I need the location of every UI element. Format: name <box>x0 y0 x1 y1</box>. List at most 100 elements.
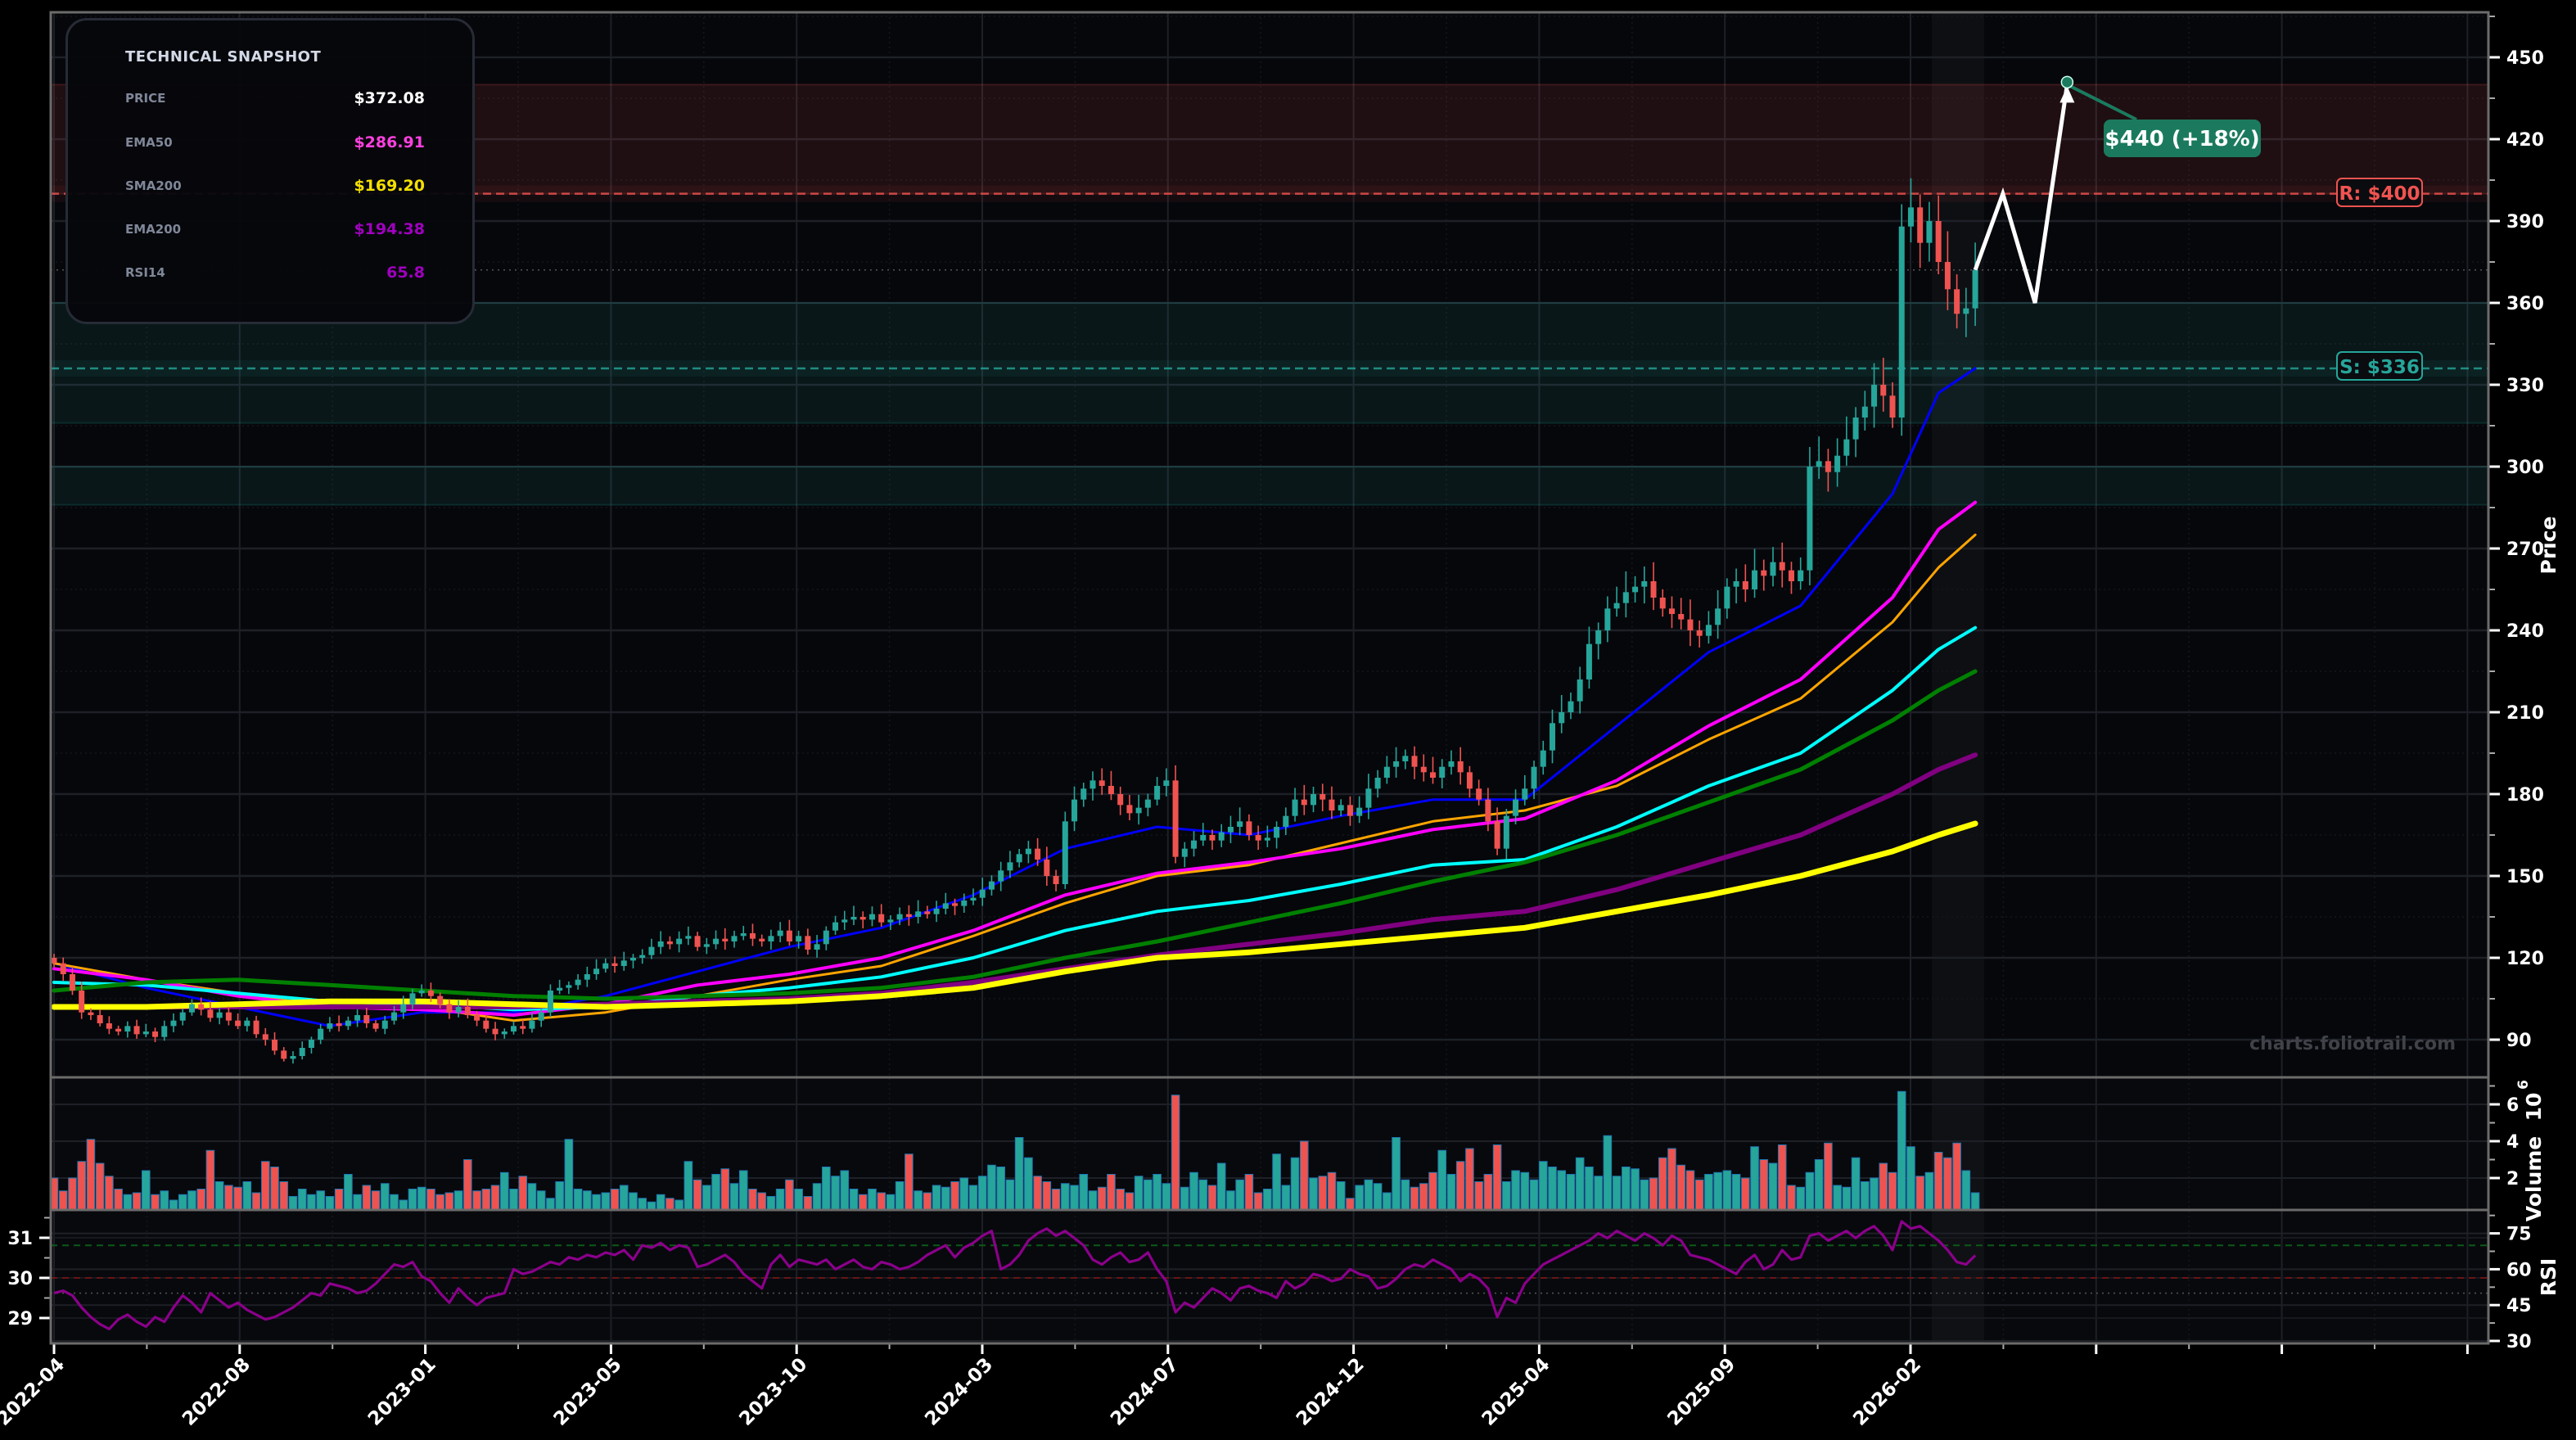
volume-bar <box>334 1189 344 1211</box>
candle-body <box>1659 598 1666 609</box>
volume-bar <box>353 1194 362 1211</box>
candle-body <box>685 936 692 939</box>
candle-body <box>648 946 655 955</box>
volume-bar <box>1024 1157 1033 1211</box>
candle-body <box>381 1020 388 1029</box>
candle-body <box>868 914 875 920</box>
moving-average-line <box>51 820 1978 1010</box>
snapshot-row-price: PRICE $372.08 <box>125 89 425 112</box>
candle-body <box>455 1007 462 1013</box>
volume-bar <box>812 1183 822 1211</box>
volume-bar <box>766 1196 776 1211</box>
candle-body <box>1622 592 1629 603</box>
candle-body <box>427 991 434 996</box>
candle-body <box>97 1015 103 1023</box>
candle-body <box>970 897 977 901</box>
volume-bar <box>435 1194 444 1211</box>
resistance-label-box <box>2336 178 2423 207</box>
volume-bar <box>1538 1161 1548 1211</box>
candle-body <box>676 938 683 945</box>
candle-body <box>1172 780 1179 857</box>
candle-body <box>1329 799 1335 810</box>
volume-bar <box>114 1189 123 1211</box>
volume-bar <box>371 1190 381 1211</box>
volume-bar <box>444 1192 454 1211</box>
target-dot <box>2060 75 2074 89</box>
volume-bar <box>977 1176 987 1211</box>
volume-bar <box>1502 1181 1511 1211</box>
snapshot-label: EMA200 <box>125 222 182 237</box>
volume-bar <box>905 1153 914 1211</box>
volume-bar <box>1051 1189 1061 1211</box>
candle-body <box>1283 815 1289 827</box>
candle-body <box>887 919 894 923</box>
volume-bar <box>270 1167 279 1211</box>
gridlines <box>51 12 2488 1343</box>
volume-bar <box>1318 1176 1328 1211</box>
candle-body <box>1411 756 1418 767</box>
volume-bar <box>95 1162 105 1211</box>
support-label-box <box>2336 351 2423 381</box>
candle-body <box>1154 786 1161 800</box>
volume-bar <box>151 1194 160 1211</box>
volume-bar <box>1492 1144 1502 1211</box>
volume-bar <box>1309 1177 1318 1211</box>
volume-panel <box>51 1077 2488 1210</box>
volume-bar <box>877 1192 886 1211</box>
rsi-tick-label: 45 <box>2506 1296 2532 1316</box>
volume-tick-label: 6 <box>2506 1095 2519 1116</box>
price-tick-label: 210 <box>2506 703 2544 724</box>
candle-body <box>952 903 959 906</box>
volume-bar <box>564 1139 574 1211</box>
volume-bar <box>840 1170 850 1211</box>
volume-bar <box>518 1176 528 1211</box>
candle-body <box>1540 750 1546 767</box>
volume-bar <box>453 1190 463 1211</box>
volume-bar <box>1244 1174 1254 1211</box>
volume-bar <box>169 1199 178 1211</box>
volume-bar <box>160 1190 169 1211</box>
volume-bar <box>1134 1176 1144 1211</box>
technical-snapshot-panel: TECHNICAL SNAPSHOT PRICE $372.08 EMA50 $… <box>65 18 475 324</box>
rsi-tick-label: 60 <box>2506 1260 2532 1280</box>
candle-body <box>446 1004 453 1013</box>
volume-bar <box>1226 1190 1235 1211</box>
candle-body <box>731 936 738 941</box>
candle-body <box>703 944 710 947</box>
candle-body <box>1099 780 1105 786</box>
volume-bar <box>583 1190 592 1211</box>
candle-body <box>1531 766 1537 789</box>
candle-body <box>1338 805 1344 810</box>
volume-bar <box>1383 1192 1392 1211</box>
volume-bar <box>1952 1142 1961 1211</box>
candle-body <box>998 870 1004 882</box>
volume-bar <box>1216 1162 1226 1211</box>
candle-body <box>1292 799 1298 816</box>
volume-bar <box>1594 1176 1603 1211</box>
volume-bar <box>1207 1185 1217 1211</box>
volume-bar <box>233 1186 242 1211</box>
recent-period-highlight <box>1932 1210 1984 1343</box>
volume-bar <box>1346 1198 1355 1211</box>
candle-body <box>1025 848 1031 855</box>
candle-body <box>639 955 646 958</box>
candle-body <box>69 974 75 991</box>
candle-body <box>915 911 922 917</box>
candle-body <box>759 938 765 941</box>
volume-bar <box>683 1161 693 1211</box>
volume-bar <box>242 1181 252 1211</box>
candle-body <box>1641 581 1648 587</box>
volume-bar <box>288 1196 298 1211</box>
volume-bar <box>546 1198 555 1211</box>
price-axis-label: Price <box>2537 517 2560 575</box>
volume-bar <box>729 1183 739 1211</box>
volume-bar <box>325 1196 335 1211</box>
volume-bar <box>1676 1164 1686 1211</box>
candle-body <box>740 933 747 937</box>
price-tick-label: 330 <box>2506 376 2544 396</box>
price-zones <box>50 84 2489 506</box>
candle-body <box>593 968 600 974</box>
price-tick-label: 420 <box>2506 130 2544 151</box>
candle-body <box>1062 821 1068 884</box>
candle-body <box>1007 862 1013 871</box>
